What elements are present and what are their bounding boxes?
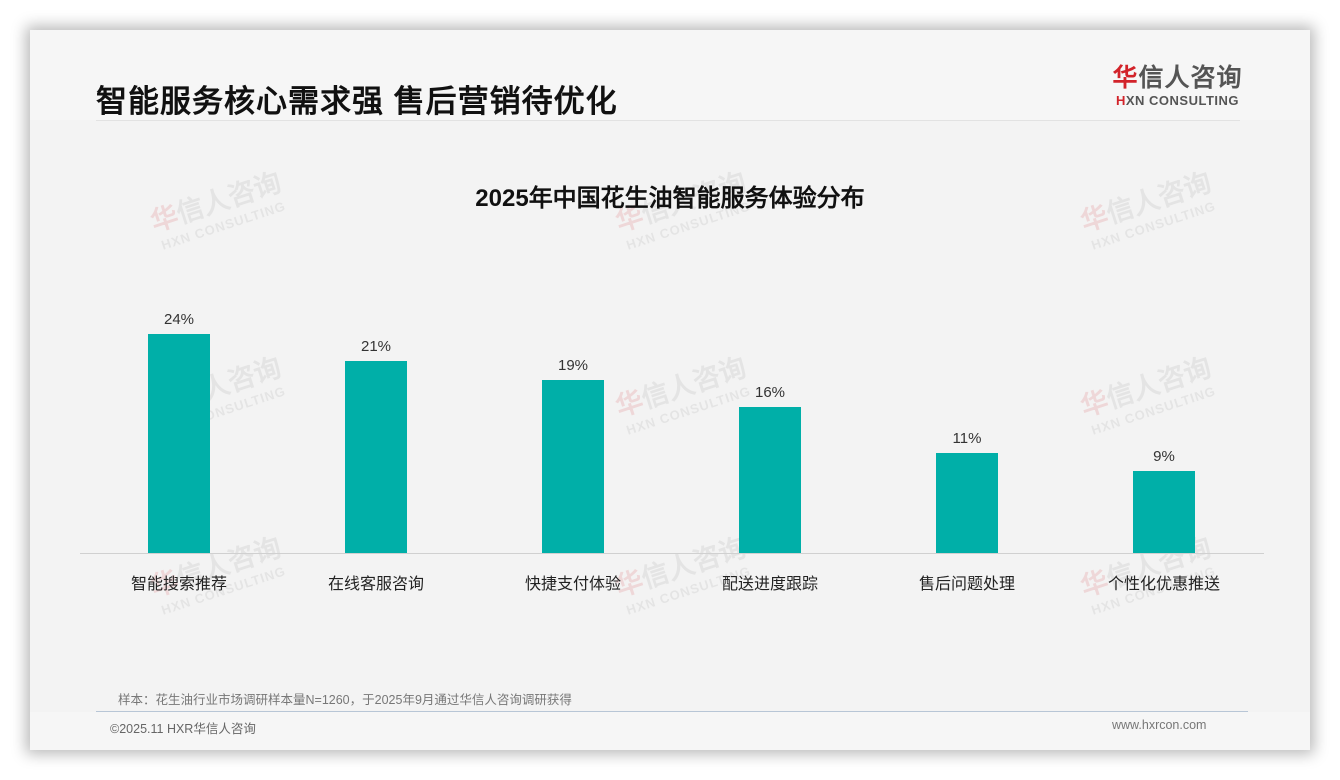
category-label: 智能搜索推荐 xyxy=(130,576,227,593)
website-link[interactable]: www.hxrcon.com xyxy=(1112,718,1207,732)
bar xyxy=(1133,471,1195,554)
header-band xyxy=(30,30,1310,120)
bar-group: 21% xyxy=(306,290,446,554)
bar-group: 24% xyxy=(109,290,249,554)
category-label: 配送进度跟踪 xyxy=(721,576,818,593)
bar xyxy=(936,453,998,554)
category-label: 在线客服咨询 xyxy=(327,576,424,593)
category-label: 个性化优惠推送 xyxy=(1107,576,1220,593)
bar-value-label: 19% xyxy=(557,357,589,374)
copyright-text: ©2025.11 HXR华信人咨询 xyxy=(110,722,256,736)
bar-value-label: 16% xyxy=(754,384,786,401)
x-axis-line xyxy=(80,553,1264,554)
footer-band xyxy=(30,712,1310,750)
bar-group: 11% xyxy=(897,290,1037,554)
bar xyxy=(739,407,801,554)
logo-text-cn: 信人咨询 xyxy=(1138,64,1243,92)
page-title: 智能服务核心需求强 售后营销待优化 xyxy=(96,84,618,119)
bar-value-label: 21% xyxy=(360,338,392,355)
logo-mark-en: H xyxy=(1115,93,1126,108)
bar-value-label: 11% xyxy=(952,430,982,447)
bar-chart-plot: 24% 21% 19% 16% 11% 9% xyxy=(80,290,1264,554)
title-divider xyxy=(96,120,1240,121)
category-label: 快捷支付体验 xyxy=(524,576,621,593)
chart-title: 2025年中国花生油智能服务体验分布 xyxy=(475,185,865,212)
category-label: 售后问题处理 xyxy=(918,576,1015,593)
brand-logo: 华信人咨询 HXN CONSULTING xyxy=(1110,64,1245,108)
logo-mark-red: 华 xyxy=(1112,64,1139,92)
bar-group: 19% xyxy=(503,290,643,554)
bar-value-label: 9% xyxy=(1153,448,1175,465)
bar-group: 16% xyxy=(700,290,840,554)
bar xyxy=(542,380,604,554)
footer-divider xyxy=(96,711,1248,712)
logo-text-en: XN CONSULTING xyxy=(1125,93,1240,108)
bar xyxy=(345,361,407,554)
slide: 智能服务核心需求强 售后营销待优化 华信人咨询 HXN CONSULTING 华… xyxy=(30,30,1310,750)
bar xyxy=(148,334,210,554)
sample-note: 样本：花生油行业市场调研样本量N=1260，于2025年9月通过华信人咨询调研获… xyxy=(118,693,572,707)
bar-value-label: 24% xyxy=(163,311,195,328)
bar-group: 9% xyxy=(1094,290,1234,554)
